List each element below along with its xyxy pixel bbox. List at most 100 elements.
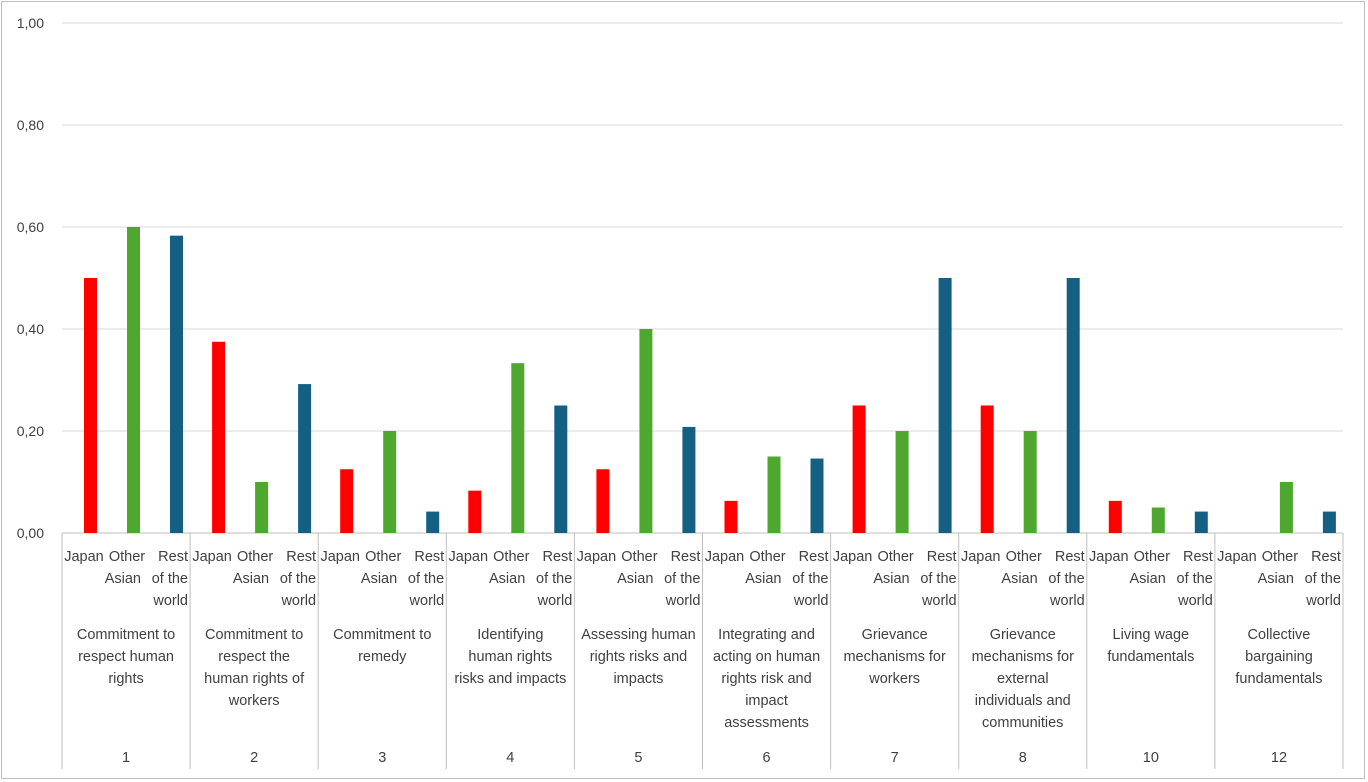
y-tick-label: 0,20 <box>17 423 44 439</box>
group-label: respect human <box>78 649 174 665</box>
series-label: of the <box>152 571 188 587</box>
series-label: Rest <box>1055 549 1085 565</box>
y-tick-label: 0,80 <box>17 117 44 133</box>
bar-12-3 <box>1322 511 1336 533</box>
group-number: 6 <box>763 750 771 766</box>
series-label: Japan <box>1217 549 1257 565</box>
series-label: Rest <box>927 549 957 565</box>
series-label: Asian <box>105 571 141 587</box>
series-label: Other <box>493 549 529 565</box>
series-label: Rest <box>542 549 572 565</box>
series-label: world <box>1305 593 1341 609</box>
group-label: Collective <box>1248 627 1311 643</box>
series-label: world <box>1049 593 1085 609</box>
group-label: fundamentals <box>1107 649 1194 665</box>
bar-2-3 <box>298 384 312 533</box>
series-label: Rest <box>158 549 188 565</box>
series-label: Asian <box>745 571 781 587</box>
series-label: of the <box>664 571 700 587</box>
series-label: Other <box>365 549 401 565</box>
series-label: of the <box>792 571 828 587</box>
group-number: 10 <box>1143 750 1159 766</box>
series-label: world <box>537 593 573 609</box>
series-label: Rest <box>1183 549 1213 565</box>
bar-7-1 <box>852 405 866 533</box>
series-label: Rest <box>799 549 829 565</box>
bar-10-1 <box>1108 500 1122 533</box>
bar-12-2 <box>1279 482 1293 533</box>
bar-1-3 <box>170 235 183 534</box>
bar-8-3 <box>1066 278 1080 533</box>
y-tick-label: 0,00 <box>17 525 44 541</box>
series-label: Asian <box>489 571 525 587</box>
series-label: Rest <box>671 549 701 565</box>
bar-8-1 <box>980 405 994 533</box>
series-label: of the <box>1305 571 1341 587</box>
bar-1-2 <box>127 227 140 533</box>
series-label: of the <box>408 571 444 587</box>
series-label: Other <box>1134 549 1170 565</box>
group-label: bargaining <box>1245 649 1313 665</box>
group-label: Commitment to <box>333 627 431 643</box>
series-label: Asian <box>873 571 909 587</box>
group-number: 4 <box>506 750 514 766</box>
group-label: human rights of <box>204 671 305 687</box>
series-label: Japan <box>192 549 232 565</box>
series-label: of the <box>280 571 316 587</box>
group-label: Grievance <box>990 627 1056 643</box>
group-label: human rights <box>468 649 552 665</box>
bar-7-3 <box>938 278 952 533</box>
series-label: Asian <box>617 571 653 587</box>
series-label: Japan <box>449 549 489 565</box>
bar-5-3 <box>682 426 696 533</box>
bar-5-1 <box>596 469 610 533</box>
series-label: Other <box>877 549 913 565</box>
series-label: world <box>793 593 829 609</box>
series-label: Japan <box>705 549 745 565</box>
group-label: Identifying <box>477 627 543 643</box>
group-label: workers <box>868 671 920 687</box>
bar-10-3 <box>1194 511 1208 533</box>
group-number: 8 <box>1019 750 1027 766</box>
bar-10-2 <box>1151 507 1165 533</box>
group-label: Living wage <box>1113 627 1190 643</box>
series-label: Japan <box>1089 549 1129 565</box>
bar-2-2 <box>255 482 269 533</box>
series-label: of the <box>1177 571 1213 587</box>
series-label: of the <box>920 571 956 587</box>
series-label: world <box>665 593 701 609</box>
series-label: Japan <box>577 549 617 565</box>
series-label: of the <box>536 571 572 587</box>
group-label: communities <box>982 715 1063 731</box>
bar-3-1 <box>340 469 354 533</box>
group-number: 5 <box>634 750 642 766</box>
y-tick-label: 0,40 <box>17 321 44 337</box>
series-label: Other <box>749 549 785 565</box>
group-label: rights risks and <box>590 649 688 665</box>
bar-7-2 <box>895 431 909 533</box>
group-label: fundamentals <box>1235 671 1322 687</box>
group-label: Commitment to <box>205 627 303 643</box>
group-label: Assessing human <box>581 627 695 643</box>
group-number: 1 <box>122 750 130 766</box>
series-label: Japan <box>833 549 873 565</box>
bar-4-3 <box>554 405 568 533</box>
group-label: mechanisms for <box>843 649 946 665</box>
series-label: world <box>1177 593 1213 609</box>
bar-8-2 <box>1023 431 1037 533</box>
bar-6-2 <box>767 456 781 533</box>
series-label: Asian <box>361 571 397 587</box>
group-label: rights risk and <box>721 671 811 687</box>
series-label: Other <box>1262 549 1298 565</box>
group-label: individuals and <box>975 693 1071 709</box>
group-number: 7 <box>891 750 899 766</box>
series-label: Other <box>621 549 657 565</box>
bar-3-2 <box>383 431 397 533</box>
series-label: Rest <box>1311 549 1341 565</box>
series-label: of the <box>1048 571 1084 587</box>
bar-6-1 <box>724 500 738 533</box>
series-label: Rest <box>286 549 316 565</box>
series-label: Asian <box>233 571 269 587</box>
group-label: Grievance <box>862 627 928 643</box>
